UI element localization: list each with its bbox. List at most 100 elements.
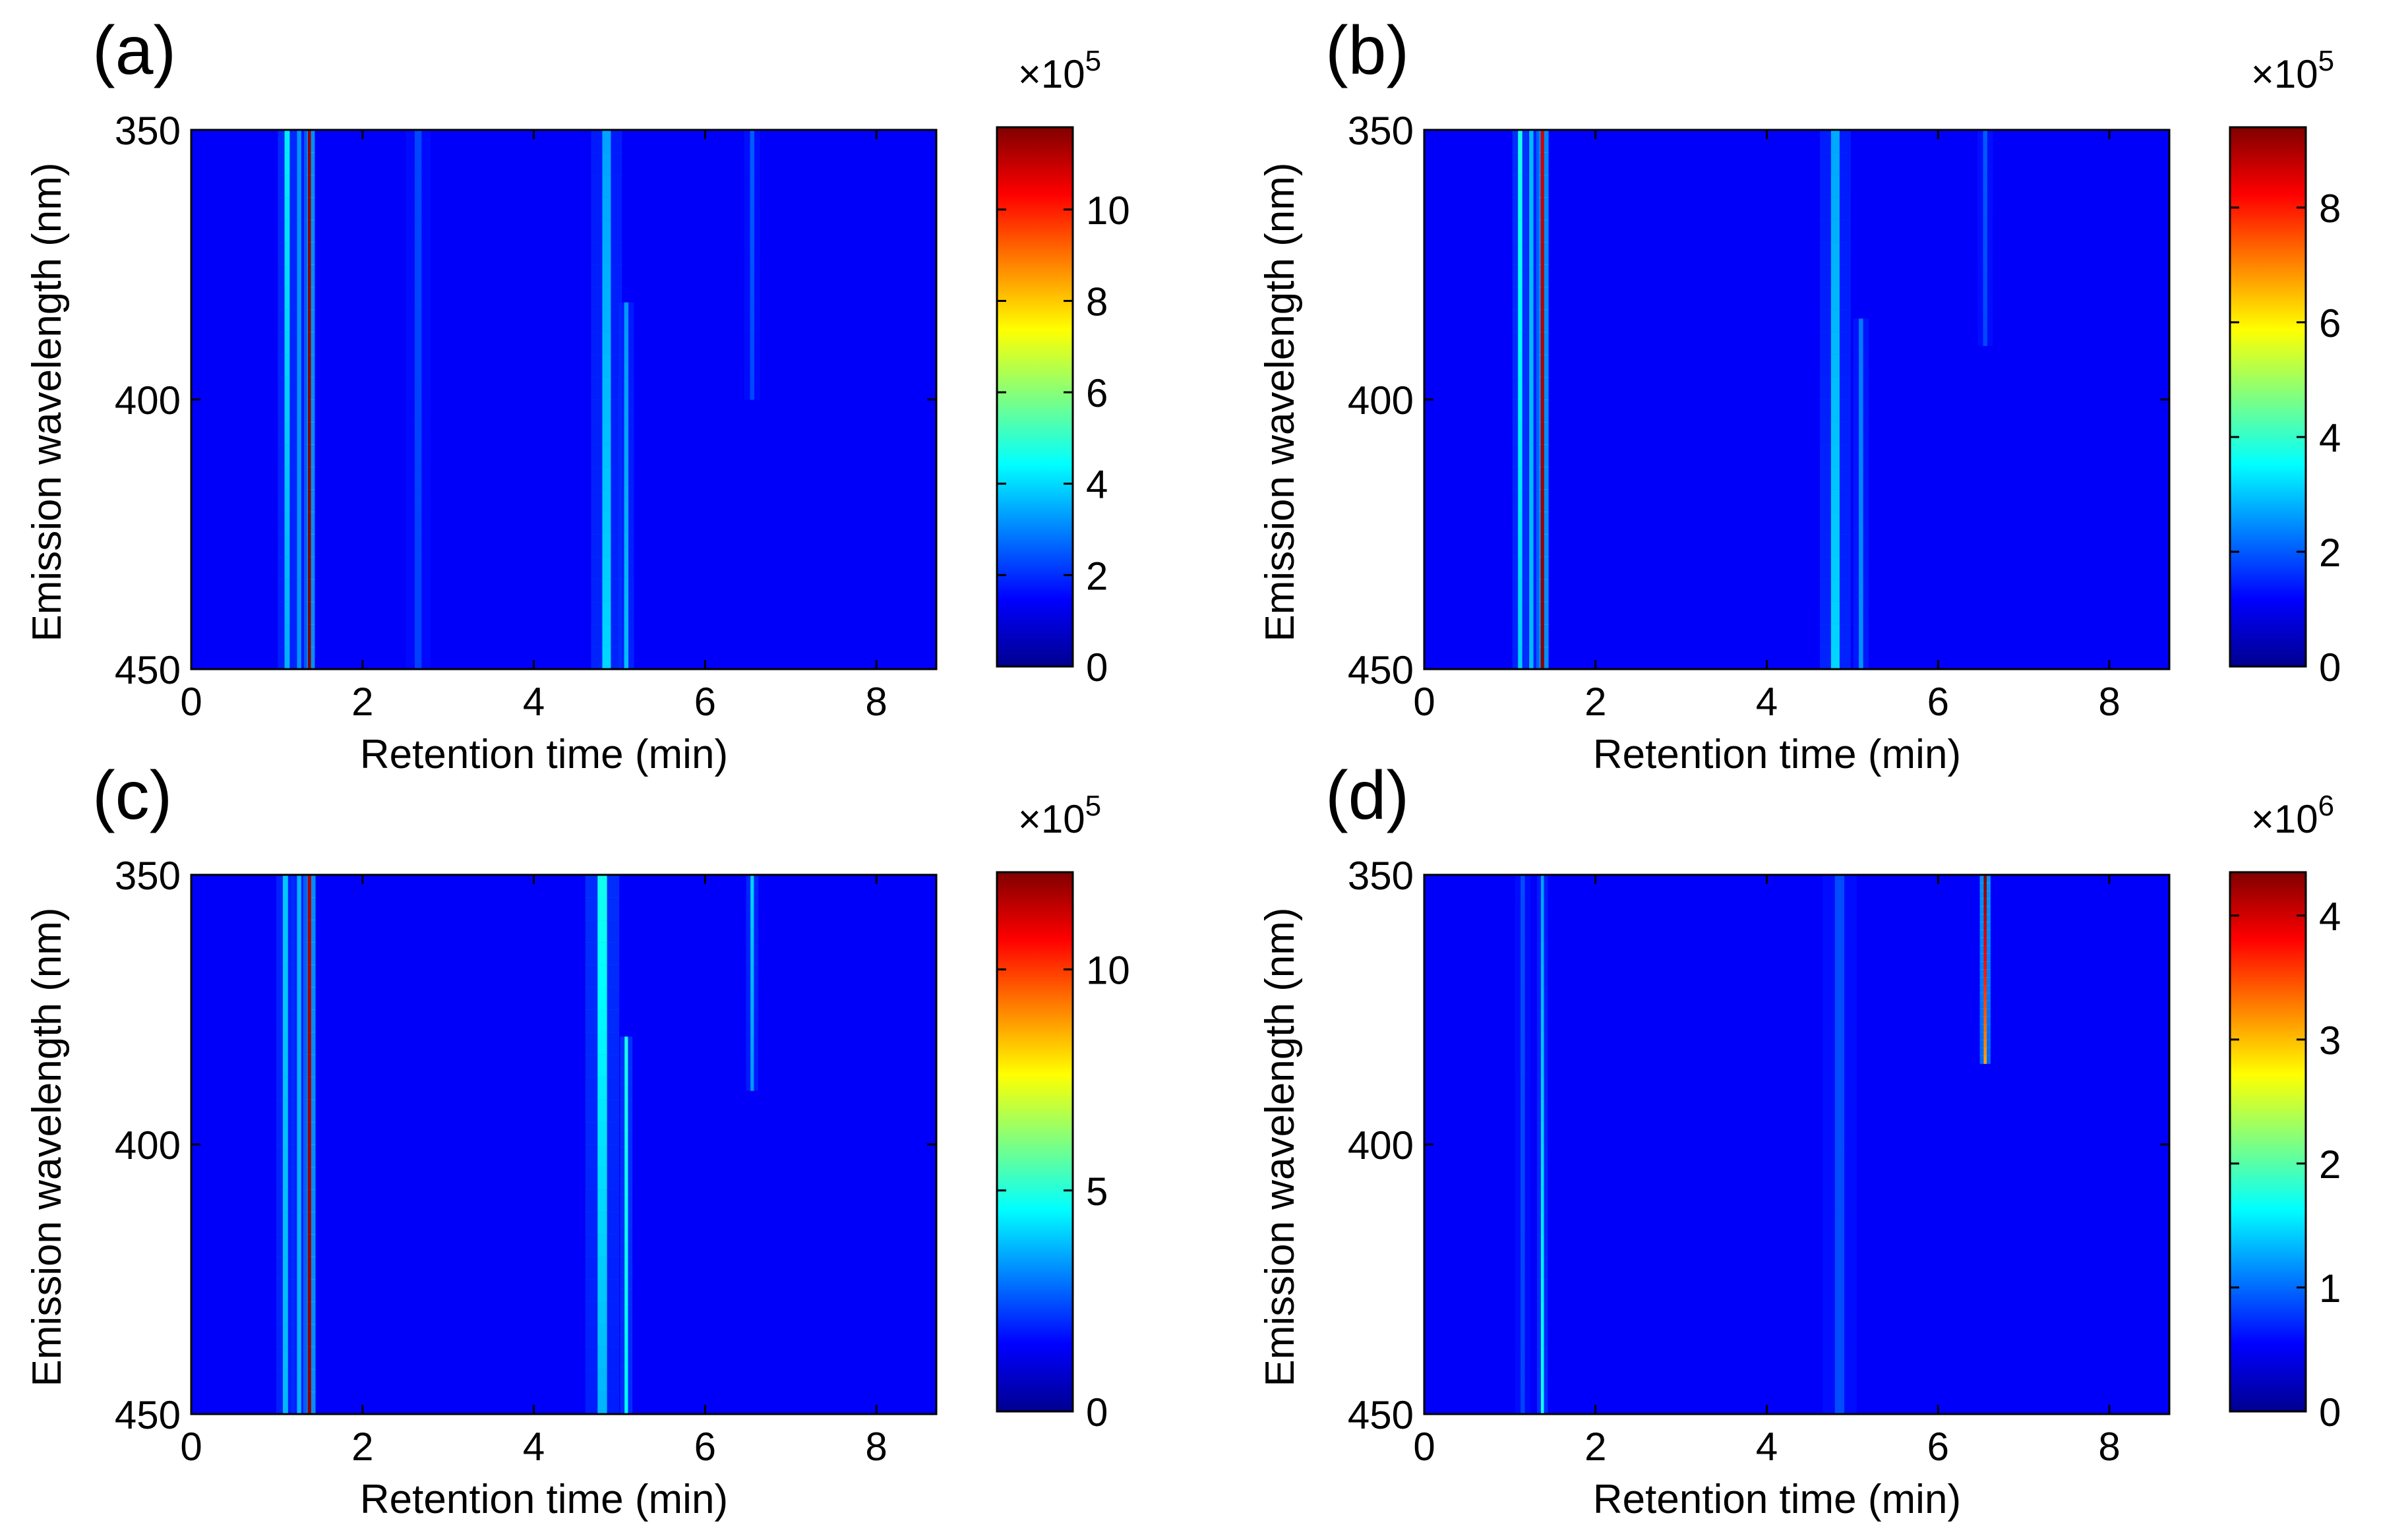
peak-5-core: [750, 964, 754, 974]
peak-2-core: [1834, 1189, 1845, 1212]
peak-4-core: [1859, 566, 1863, 582]
peak-0-core: [1518, 444, 1522, 467]
peak-0-core: [282, 964, 288, 988]
peak-3-core: [1830, 287, 1840, 311]
peak-1-core: [1540, 332, 1544, 355]
peak-4-core: [1859, 523, 1863, 539]
peak-6-core: [750, 332, 754, 344]
peak-4-core: [602, 624, 611, 647]
peak-3-core: [415, 444, 422, 467]
y-tick-label: 350: [1348, 109, 1414, 153]
peak-4-core: [602, 444, 611, 467]
peak-1-core: [1520, 1121, 1525, 1145]
peak-0-core: [282, 875, 288, 898]
peak-3-core: [415, 242, 422, 265]
y-ticks-c: 350 400 450: [115, 854, 936, 1437]
peak-0-core: [1540, 942, 1544, 965]
peak-5-core: [1983, 148, 1987, 158]
peak-1-core: [307, 964, 311, 988]
peak-0-core: [282, 1009, 288, 1033]
x-tick-label: 6: [694, 1425, 716, 1469]
peak-5-core: [750, 1000, 754, 1010]
peak-3-core: [597, 1032, 607, 1055]
peak-0-core: [282, 1032, 288, 1055]
peak-2-core: [297, 130, 301, 153]
peak-3-core: [415, 556, 422, 580]
peak-6-core: [750, 298, 754, 311]
peak-6-core: [750, 376, 754, 389]
colorbar-tick-label: 4: [2319, 895, 2341, 939]
peak-0-core: [284, 556, 290, 580]
peak-2-core: [297, 1144, 301, 1168]
peak-5-core: [750, 1072, 754, 1082]
x-tick-label: 0: [1413, 680, 1435, 724]
colorbar-tick-label: 0: [2319, 1390, 2341, 1435]
x-tick-label: 2: [1584, 1425, 1606, 1469]
peak-1-core: [1540, 646, 1544, 670]
peak-1-core: [307, 287, 311, 311]
peak-1-core: [1520, 875, 1525, 898]
peak-3-core: [1983, 922, 1987, 931]
peak-5-core: [624, 440, 629, 456]
peak-2-core: [1834, 964, 1845, 988]
peak-5-core: [750, 1054, 754, 1064]
peak-3-core: [1983, 875, 1987, 883]
peak-0-core: [284, 376, 290, 400]
peak-1-core: [307, 422, 311, 445]
peak-1-core: [307, 1189, 311, 1212]
peak-3-core: [597, 1009, 607, 1033]
peak-1-core: [307, 1257, 311, 1280]
peak-2-core: [1529, 287, 1534, 311]
peak-5-core: [624, 562, 629, 578]
y-ticks-a: 350 400 450: [115, 109, 936, 692]
peak-4-core: [1859, 464, 1863, 480]
peak-6-core: [750, 141, 754, 153]
peak-4-core: [602, 467, 611, 490]
peak-0-core: [1518, 422, 1522, 445]
peak-1-core: [1540, 601, 1544, 625]
peak-0-core: [282, 1121, 288, 1145]
peak-0-core: [1518, 242, 1522, 265]
peak-2-core: [1529, 220, 1534, 243]
peak-2-core: [1834, 1099, 1845, 1123]
peak-2-core: [297, 242, 301, 265]
peak-1-core: [307, 556, 311, 580]
peak-3-core: [1983, 1016, 1987, 1025]
x-tick-label: 8: [2098, 680, 2120, 724]
peak-5-core: [750, 992, 754, 1001]
peak-1-core: [307, 624, 311, 647]
peak-2-core: [1834, 987, 1845, 1010]
peak-0-core: [1518, 467, 1522, 490]
peak-3-core: [1830, 489, 1840, 512]
peak-2-core: [297, 1077, 301, 1100]
peak-3-core: [1983, 898, 1987, 907]
peak-0-core: [1518, 309, 1522, 333]
peak-6-core: [750, 354, 754, 367]
peak-0-core: [284, 579, 290, 603]
peak-3-core: [1830, 624, 1840, 647]
peak-2-core: [297, 175, 301, 198]
peak-3-core: [415, 489, 422, 512]
peak-1-core: [307, 152, 311, 175]
peak-3-core: [597, 1257, 607, 1280]
peak-3-core: [597, 1301, 607, 1325]
peak-2-core: [1834, 1324, 1845, 1348]
peak-0-core: [1540, 920, 1544, 943]
y-tick-label: 400: [1348, 378, 1414, 423]
peak-2-core: [297, 354, 301, 378]
x-tick-label: 8: [865, 1425, 887, 1469]
peak-3-core: [597, 1212, 607, 1235]
x-tick-label: 0: [180, 1425, 202, 1469]
peak-5-core: [1983, 318, 1987, 328]
peak-3-core: [415, 422, 422, 445]
peak-3-core: [415, 376, 422, 400]
peak-0-core: [1518, 489, 1522, 512]
peak-5-core: [624, 608, 629, 624]
peak-1-core: [307, 1144, 311, 1168]
peak-1-core: [1540, 175, 1544, 198]
peak-4-core: [602, 287, 611, 311]
peak-0-core: [284, 309, 290, 333]
peak-2-core: [1834, 1054, 1845, 1078]
peak-0-core: [284, 287, 290, 311]
peak-0-core: [1540, 1279, 1544, 1303]
